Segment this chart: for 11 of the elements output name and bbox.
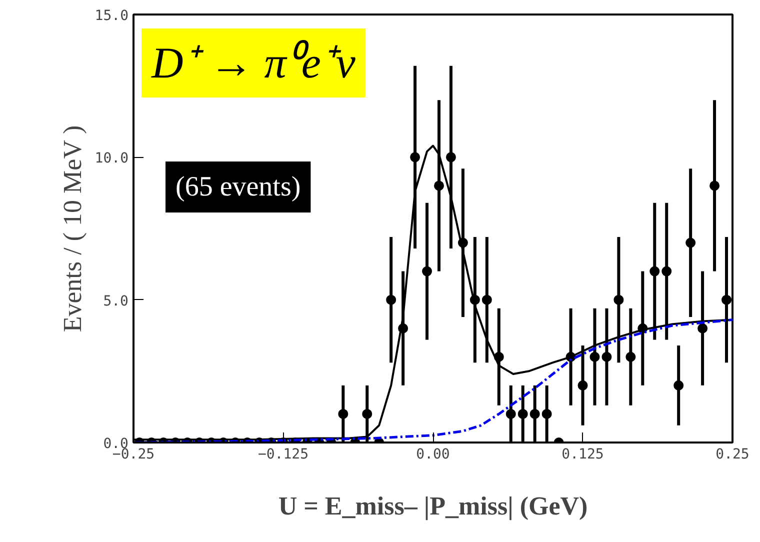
y-tick-label: 15.0 (94, 8, 129, 24)
x-tick-label: −0.125 (258, 446, 309, 462)
y-axis-title: Events / ( 10 MeV ) (58, 125, 87, 332)
y-tick-label: 10.0 (94, 150, 129, 167)
x-tick-label: 0.00 (416, 446, 450, 462)
annotation: D⁺ → π⁰e⁺ν (150, 38, 356, 88)
x-axis-title: U = E_miss– |P_miss| (GeV) (278, 492, 588, 520)
x-tick-label: 0.25 (716, 446, 750, 462)
y-tick-label: 5.0 (103, 293, 129, 310)
annotation: (65 events) (176, 172, 301, 202)
x-tick-label: 0.125 (562, 446, 604, 462)
